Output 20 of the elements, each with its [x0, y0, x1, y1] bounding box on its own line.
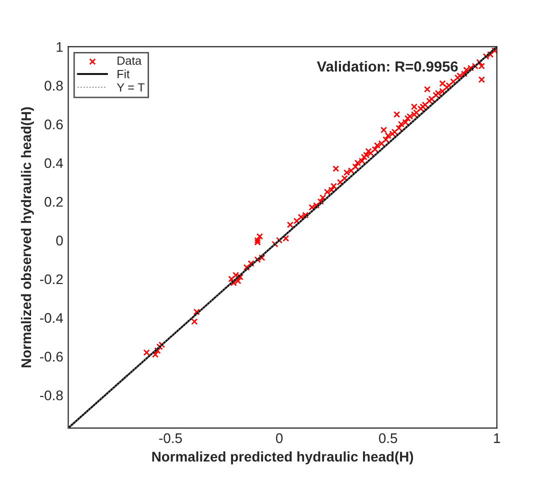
- y-axis-title: Normalized observed hydraulic head(H): [20, 107, 34, 368]
- x-tick-label: 1: [494, 433, 500, 443]
- legend-label: Y = T: [116, 83, 145, 92]
- y-tick-label: 0.4: [44, 158, 63, 168]
- y-tick-label: -0.8: [40, 390, 63, 400]
- y-tick-label: 0: [56, 236, 63, 246]
- y-tick-label: -0.6: [40, 352, 63, 362]
- annotation: Validation: R=0.9956: [316, 60, 458, 72]
- y-tick-label: 0.8: [44, 80, 63, 91]
- x-axis-title: Normalized predicted hydraulic head(H): [152, 451, 414, 464]
- x-tick-label: -0.5: [159, 433, 182, 444]
- x-tick-label: 0: [276, 433, 283, 444]
- legend-label: Fit: [118, 70, 130, 78]
- x-tick-label: 0.5: [378, 433, 398, 444]
- y-tick-label: 0.6: [44, 119, 63, 130]
- y-tick-label: -0.2: [40, 274, 63, 284]
- y-tick-label: 0.2: [44, 196, 63, 207]
- legend-label: Data: [118, 56, 142, 65]
- y-tick-label: 1: [56, 42, 63, 52]
- y-tick-label: -0.4: [40, 313, 63, 323]
